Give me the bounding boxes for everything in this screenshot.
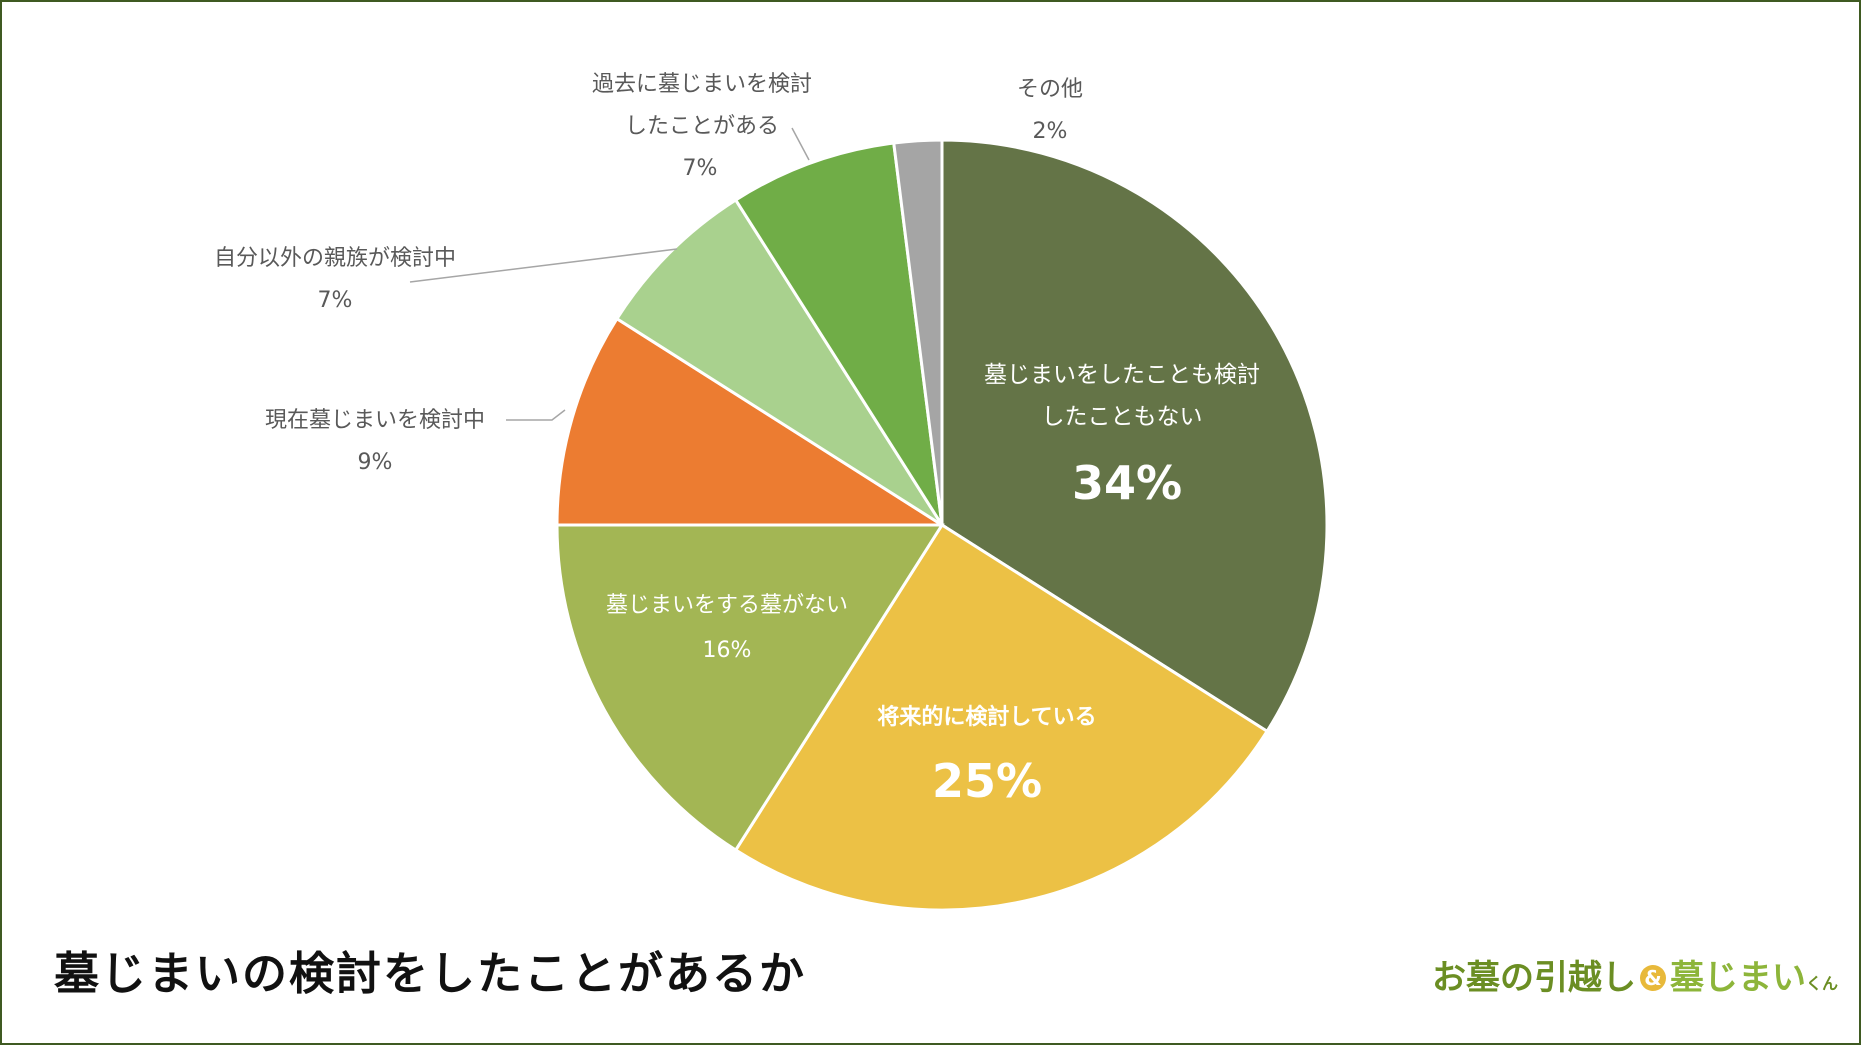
slice-percent-label: 9% [358,450,393,475]
pie-slice-16 [555,523,945,853]
pie-slice-7 [733,141,944,526]
leader-line [506,409,566,421]
slice-name-label: したこともない [1042,404,1203,430]
pie-slice-34 [940,138,1329,734]
brand-logo-main: お墓の引越し [1432,958,1636,998]
brand-logo-kun: くん [1806,974,1839,993]
pie-slice-9 [555,316,948,527]
slice-percent-label: 7% [318,288,353,313]
page-title: 墓じまいの検討をしたことがあるか [54,947,807,1000]
brand-logo-sub: 墓じまい [1670,958,1806,998]
slice-name-label: 墓じまいをする墓がない [606,593,848,618]
slice-percent-label: 25% [932,754,1042,808]
slice-name-label: 墓じまいをしたことも検討 [984,362,1260,388]
pie-slice-2 [892,138,944,526]
leader-line [791,127,810,161]
brand-logo-amp: & [1640,965,1666,991]
slice-name-label: その他 [1017,77,1083,102]
slice-name-label: 過去に墓じまいを検討 [592,72,812,97]
slice-name-label: 現在墓じまいを検討中 [265,408,485,433]
slice-percent-label: 2% [1033,119,1068,144]
leader-line [409,248,678,283]
brand-logo: お墓の引越し & 墓じまいくん [1432,950,1838,999]
pie-slice-25 [733,522,1270,912]
slice-percent-label: 7% [683,156,718,181]
slice-name-label: 将来的に検討している [877,704,1096,730]
slice-percent-label: 34% [1072,456,1182,510]
slice-name-label: したことがある [625,114,779,139]
slice-name-label: 自分以外の親族が検討中 [214,246,456,271]
pie-slice-7 [614,197,944,527]
slice-percent-label: 16% [703,638,752,663]
